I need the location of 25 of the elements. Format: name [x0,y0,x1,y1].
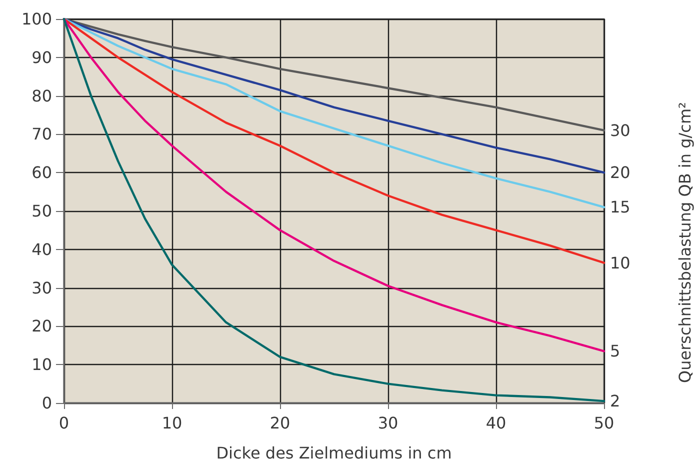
x-tick-label: 50 [594,414,614,432]
series-label: 15 [610,198,630,217]
y-tick-label: 0 [42,394,52,412]
x-tick-label: 10 [162,414,182,432]
y-tick-label: 80 [32,86,52,106]
y-tick-label: 20 [32,316,52,336]
y-tick-label: 100 [21,10,52,28]
y-tick-label: 50 [32,202,52,220]
series-label: 5 [610,342,620,361]
x-tick-label: 40 [486,414,506,432]
y-tick-label: 10 [32,355,52,374]
series-label: 10 [610,253,630,272]
series-label: 20 [610,163,630,182]
y-tick-label: 70 [32,124,52,144]
y2-axis-title: Querschnittsbelastung QB in g/cm² [676,102,694,383]
y-tick-label: 30 [32,278,52,298]
x-tick-label: 30 [378,414,398,432]
x-tick-label: 20 [270,414,290,432]
y-tick-label: 40 [32,240,52,259]
series-label: 2 [610,392,620,411]
x-axis-title: Dicke des Zielmediums in cm [216,444,452,462]
x-tick-label: 0 [58,414,70,432]
y-tick-label: 60 [32,163,52,182]
series-label: 30 [610,120,630,140]
y-tick-label: 90 [32,48,52,67]
